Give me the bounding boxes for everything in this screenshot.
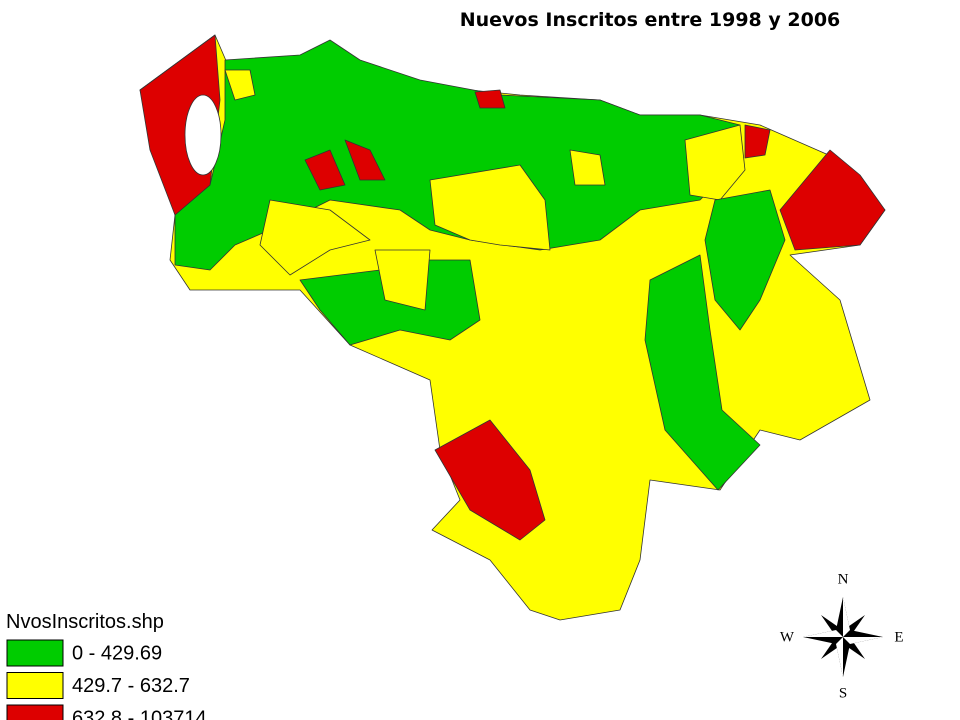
compass-rose bbox=[843, 597, 850, 637]
legend-swatch bbox=[6, 704, 64, 720]
map-region bbox=[704, 189, 786, 331]
legend-title: NvosInscritos.shp bbox=[6, 611, 164, 633]
legend-label: 429.7 - 632.7 bbox=[72, 675, 190, 697]
map-region bbox=[744, 124, 771, 159]
lake bbox=[184, 94, 222, 176]
map-region bbox=[259, 199, 371, 276]
compass-rose bbox=[803, 630, 843, 637]
legend-label: 632.8 - 103714 bbox=[72, 707, 207, 720]
map-region bbox=[374, 249, 431, 311]
map-region bbox=[174, 39, 741, 271]
legend-swatch bbox=[6, 672, 64, 699]
map bbox=[139, 34, 886, 621]
map-region bbox=[779, 149, 886, 251]
compass-west: W bbox=[780, 629, 795, 645]
compass-rose bbox=[843, 637, 883, 644]
map-region bbox=[684, 124, 746, 201]
map-region bbox=[569, 149, 606, 186]
map-region bbox=[344, 139, 386, 181]
compass-east: E bbox=[894, 629, 903, 645]
map-region bbox=[429, 164, 551, 251]
map-region bbox=[644, 254, 761, 491]
compass: N S E W bbox=[780, 571, 904, 701]
map-region bbox=[434, 419, 546, 541]
compass-north: N bbox=[838, 571, 849, 587]
compass-rose bbox=[836, 637, 843, 677]
map-title: Nuevos Inscritos entre 1998 y 2006 bbox=[460, 9, 841, 31]
map-region bbox=[474, 89, 506, 109]
compass-south: S bbox=[839, 685, 847, 701]
map-region bbox=[304, 149, 346, 191]
legend: NvosInscritos.shp 0 - 429.69 429.7 - 632.… bbox=[6, 611, 207, 720]
legend-swatch bbox=[6, 639, 64, 667]
legend-label: 0 - 429.69 bbox=[72, 642, 162, 664]
map-region bbox=[224, 69, 256, 101]
